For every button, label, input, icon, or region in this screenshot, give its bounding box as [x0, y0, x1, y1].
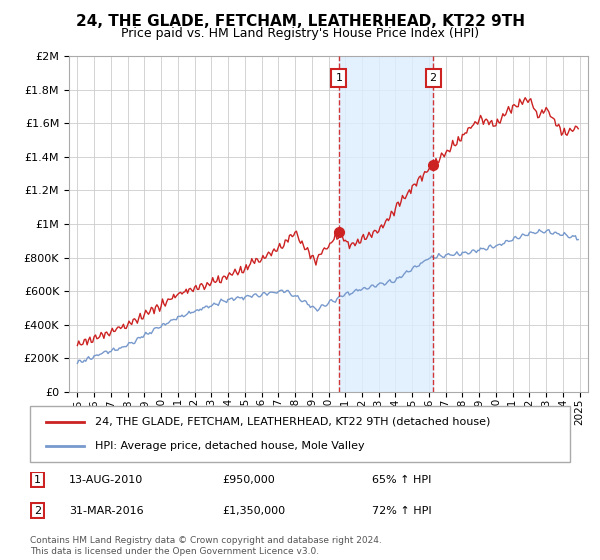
Bar — [339, 56, 433, 392]
Text: £950,000: £950,000 — [222, 475, 275, 485]
Text: 24, THE GLADE, FETCHAM, LEATHERHEAD, KT22 9TH: 24, THE GLADE, FETCHAM, LEATHERHEAD, KT2… — [76, 14, 524, 29]
Text: 31-MAR-2016: 31-MAR-2016 — [69, 506, 143, 516]
Text: 2: 2 — [34, 506, 41, 516]
Text: 2: 2 — [430, 73, 437, 83]
Text: 72% ↑ HPI: 72% ↑ HPI — [372, 506, 431, 516]
Text: £1,350,000: £1,350,000 — [222, 506, 285, 516]
Text: 24, THE GLADE, FETCHAM, LEATHERHEAD, KT22 9TH (detached house): 24, THE GLADE, FETCHAM, LEATHERHEAD, KT2… — [95, 417, 490, 427]
FancyBboxPatch shape — [31, 503, 44, 519]
Text: HPI: Average price, detached house, Mole Valley: HPI: Average price, detached house, Mole… — [95, 441, 364, 451]
Text: 13-AUG-2010: 13-AUG-2010 — [69, 475, 143, 485]
Text: 1: 1 — [34, 475, 41, 485]
FancyBboxPatch shape — [31, 473, 44, 487]
Text: Price paid vs. HM Land Registry's House Price Index (HPI): Price paid vs. HM Land Registry's House … — [121, 27, 479, 40]
FancyBboxPatch shape — [30, 406, 570, 462]
Text: 65% ↑ HPI: 65% ↑ HPI — [372, 475, 431, 485]
Text: 1: 1 — [335, 73, 343, 83]
Text: Contains HM Land Registry data © Crown copyright and database right 2024.
This d: Contains HM Land Registry data © Crown c… — [30, 536, 382, 556]
